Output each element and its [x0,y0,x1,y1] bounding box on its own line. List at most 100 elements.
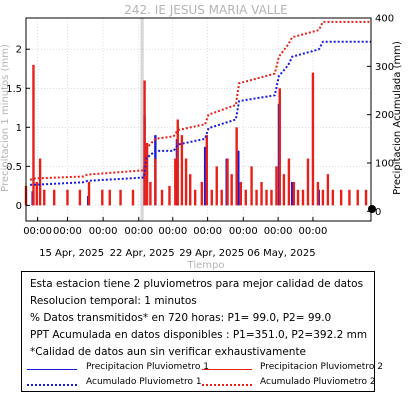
data-gap-band [140,18,144,221]
bar-2-28 [215,166,218,206]
bar-2-46 [301,189,305,206]
bar-2-13 [143,80,146,206]
legend-label-precip-2: Precipitacion Pluviometro 2 [260,362,383,372]
y-tick-label-right: 100 [375,159,394,170]
x-tick-label-time: 00:00 [264,226,293,237]
x-tick-label-time: 00:00 [299,226,328,237]
y-tick-label-right: 400 [375,14,394,25]
bar-2-34 [244,189,247,206]
info-line-quality: *Calidad de datos aun sin verificar exha… [30,346,307,358]
bar-2-53 [339,189,343,206]
chart-title: 242. IE JESUS MARIA VALLE [124,3,288,17]
bar-2-45 [296,189,300,206]
y-tick-label-left: 1 [16,123,22,134]
info-line-transmitted: % Datos transmitidos* en 720 horas: P1= … [30,312,332,324]
y-tick-label-left: 0.5 [6,162,22,173]
bar-2-21 [180,135,184,206]
y-tick-label-right: 0 [375,207,381,218]
y-tick-label-left: 1.5 [6,84,22,95]
bar-2-20 [176,119,179,206]
x-tick-label-date: 29 Apr, 2025 [179,248,244,259]
legend-swatch-precip-2 [202,369,252,370]
legend-swatch-accum-2 [202,384,252,386]
x-tick-label-date: 22 Apr, 2025 [110,248,175,259]
legend-label-accum-1: Acumulado Pluviometro 1 [86,377,202,387]
bar-2-41 [278,88,281,206]
bar-2-23 [189,174,192,206]
bar-2-33 [239,181,242,206]
bar-2-47 [306,158,310,206]
bar-2-49 [316,181,320,206]
x-tick-label-time: 00:00 [229,226,258,237]
bar-1-9 [291,181,294,206]
bar-2-4 [43,189,46,206]
bar-2-7 [78,189,82,206]
x-tick-label-date: 06 May, 2025 [247,248,315,259]
legend-swatch-accum-1 [27,384,77,386]
accum-line-1 [30,40,371,186]
bar-2-52 [331,189,335,206]
y-axis-label-left: Precipitacion 1 minutos (mm) [0,44,11,192]
bar-2-2 [35,181,38,206]
bar-2-50 [321,189,325,206]
y-axis-label-right: Precipitacion Acumulada (mm) [392,41,403,195]
x-tick-label-time: 00:00 [158,226,187,237]
y-tick-label-left: 2 [16,45,22,56]
x-tick-label-time: 00:00 [23,226,52,237]
info-panel: Esta estacion tiene 2 pluviometros para … [21,271,383,392]
bar-2-39 [270,189,273,206]
bar-2-56 [364,189,368,206]
y-tick-label-right: 300 [375,62,394,73]
x-axis-label: Tiempo [187,260,225,270]
legend-swatch-precip-1 [27,369,77,370]
bar-2-51 [326,174,330,206]
y-tick-label-right: 200 [375,110,394,121]
y-tick-label-left: 0 [16,201,22,212]
bar-2-42 [282,174,286,206]
bar-1-7 [237,150,240,206]
bar-2-5 [52,189,56,206]
bar-2-15 [149,181,152,206]
bar-2-31 [230,174,233,206]
legend-label-precip-1: Precipitacion Pluviometro 1 [86,362,209,372]
bar-2-30 [226,158,229,206]
plot-frame [25,17,372,222]
bar-2-40 [275,166,278,206]
x-tick-label-time: 00:00 [193,226,222,237]
end-marker-dot [368,205,376,213]
bar-2-11 [119,189,122,206]
bar-2-18 [168,185,171,206]
bar-2-12 [131,189,135,206]
accum-line-2 [29,20,371,181]
bar-2-14 [145,142,149,206]
bar-2-17 [160,189,164,206]
rainfall-chart: 242. IE JESUS MARIA VALLE 0 0.5 1 1.5 2 0 100 2… [0,3,403,270]
bar-2-55 [356,189,359,206]
bar-2-32 [235,127,238,206]
x-tick-label-time: 00:00 [53,226,82,237]
bar-2-16 [154,158,157,206]
bar-2-10 [108,189,111,206]
bar-1-5 [203,146,207,206]
info-line-stations: Esta estacion tiene 2 pluviometros para … [30,278,364,290]
bar-2-43 [287,158,291,206]
info-line-resolution: Resolucion temporal: 1 minutos [30,295,197,307]
info-line-accumulated: PPT Acumulada en datos disponibles : P1=… [30,329,368,341]
bar-2-1 [32,64,35,206]
bar-2-37 [260,181,263,206]
x-tick-label-date: 15 Apr, 2025 [39,248,104,259]
bar-2-6 [66,189,69,206]
bar-2-22 [184,158,188,206]
bar-2-27 [210,189,213,206]
bar-2-48 [311,72,315,206]
bar-2-35 [250,166,253,206]
bar-2-3 [38,158,42,206]
bar-2-26 [205,135,208,206]
bar-2-8 [87,181,91,206]
x-tick-label-time: 00:00 [89,226,118,237]
x-tick-label-time: 00:00 [124,226,153,237]
bar-2-38 [265,189,268,206]
bar-2-54 [348,189,351,206]
bar-2-36 [255,189,258,206]
